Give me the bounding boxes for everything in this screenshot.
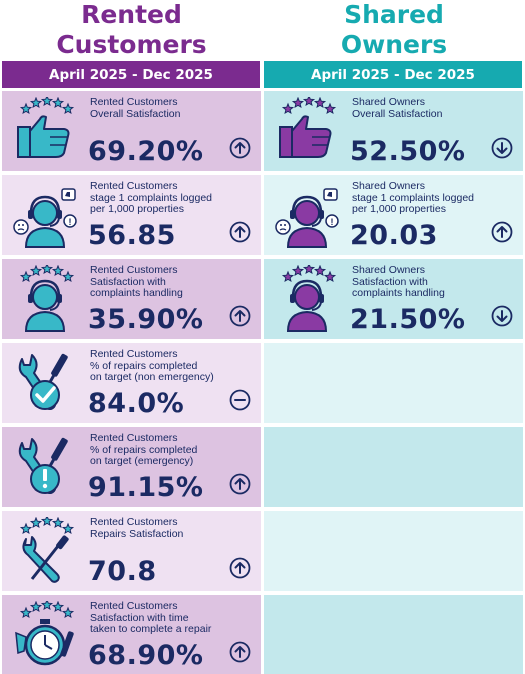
shared-owners-heading: Shared Owners — [263, 0, 525, 60]
kpi-value: 70.8 — [88, 556, 157, 587]
kpi-value: 21.50% — [350, 304, 466, 335]
kpi-label: Rented Customers Satisfaction with time … — [90, 600, 212, 635]
rented-kpi-card: Rented Customers % of repairs completed … — [2, 427, 261, 507]
trend-up-arrow-icon — [229, 305, 251, 327]
shared-kpi-card: ! Shared Owners stage 1 complaints logge… — [264, 175, 523, 255]
shared-empty-card — [264, 427, 523, 507]
kpi-label: Rented Customers stage 1 complaints logg… — [90, 180, 212, 215]
kpi-value: 68.90% — [88, 640, 204, 671]
rented-kpi-card: Rented Customers Repairs Satisfaction 70.… — [2, 511, 261, 591]
trend-up-arrow-icon — [229, 641, 251, 663]
thumbs-up-stars-icon — [274, 94, 340, 165]
kpi-value: 84.0% — [88, 388, 185, 419]
svg-text:!: ! — [331, 217, 334, 227]
kpi-label: Shared Owners stage 1 complaints logged … — [352, 180, 474, 215]
kpi-label: Rented Customers % of repairs completed … — [90, 348, 214, 383]
tools-stars-icon — [12, 514, 78, 585]
rented-customers-heading: Rented Customers — [0, 0, 263, 60]
trend-up-arrow-icon — [229, 221, 251, 243]
trend-up-arrow-icon — [491, 221, 513, 243]
stopwatch-tools-icon — [12, 598, 78, 669]
svg-text:!: ! — [69, 217, 72, 227]
kpi-label: Rented Customers Satisfaction with compl… — [90, 264, 183, 299]
shared-heading-line1: Shared — [344, 0, 444, 29]
rented-kpi-card: Rented Customers Overall Satisfaction 69.… — [2, 91, 261, 171]
agent-headset-stars-icon — [274, 262, 340, 333]
shared-kpi-card: Shared Owners Overall Satisfaction 52.50% — [264, 91, 523, 171]
tools-alert-icon — [12, 433, 78, 501]
kpi-value: 35.90% — [88, 304, 204, 335]
kpi-value: 69.20% — [88, 136, 204, 167]
rented-column: Rented Customers Overall Satisfaction 69.… — [2, 91, 261, 674]
shared-empty-card — [264, 595, 523, 674]
rented-heading-line1: Rented — [81, 0, 182, 29]
kpi-value: 52.50% — [350, 136, 466, 167]
kpi-label: Shared Owners Satisfaction with complain… — [352, 264, 445, 299]
tools-check-icon — [12, 349, 78, 417]
kpi-label: Shared Owners Overall Satisfaction — [352, 96, 443, 120]
rented-period-banner: April 2025 - Dec 2025 — [2, 61, 260, 88]
kpi-value: 20.03 — [350, 220, 438, 251]
kpi-value: 56.85 — [88, 220, 176, 251]
shared-period-banner: April 2025 - Dec 2025 — [264, 61, 522, 88]
rented-heading-line2: Customers — [56, 30, 207, 59]
trend-up-arrow-icon — [229, 557, 251, 579]
trend-down-arrow-icon — [491, 305, 513, 327]
shared-column: Shared Owners Overall Satisfaction 52.50%… — [264, 91, 523, 674]
kpi-label: Rented Customers Overall Satisfaction — [90, 96, 181, 120]
thumbs-up-stars-icon — [12, 94, 78, 165]
agent-headset-complaints-icon: ! — [274, 181, 340, 249]
trend-up-arrow-icon — [229, 137, 251, 159]
shared-empty-card — [264, 343, 523, 423]
trend-neutral-icon — [229, 389, 251, 411]
rented-kpi-card: Rented Customers % of repairs completed … — [2, 343, 261, 423]
rented-kpi-card: ! Rented Customers stage 1 complaints lo… — [2, 175, 261, 255]
rented-kpi-card: Rented Customers Satisfaction with compl… — [2, 259, 261, 339]
shared-kpi-card: Shared Owners Satisfaction with complain… — [264, 259, 523, 339]
agent-headset-stars-icon — [12, 262, 78, 333]
shared-heading-line2: Owners — [340, 30, 448, 59]
kpi-label: Rented Customers % of repairs completed … — [90, 432, 198, 467]
rented-kpi-card: Rented Customers Satisfaction with time … — [2, 595, 261, 674]
trend-up-arrow-icon — [229, 473, 251, 495]
kpi-value: 91.15% — [88, 472, 204, 503]
shared-empty-card — [264, 511, 523, 591]
agent-headset-complaints-icon: ! — [12, 181, 78, 249]
kpi-label: Rented Customers Repairs Satisfaction — [90, 516, 184, 540]
trend-down-arrow-icon — [491, 137, 513, 159]
